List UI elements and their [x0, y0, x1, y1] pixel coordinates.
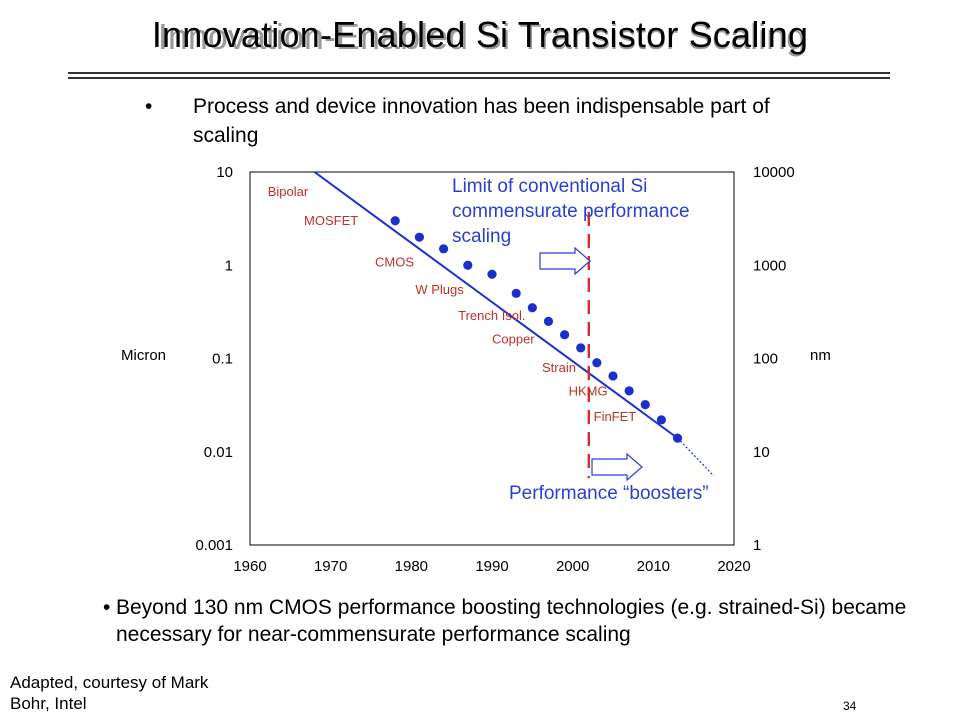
x-tick-label: 2000: [556, 558, 589, 575]
innovation-label: Bipolar: [268, 184, 309, 199]
y-left-tick-label: 0.01: [204, 444, 233, 461]
limit-annotation-line-2: commensurate performance: [452, 201, 690, 222]
y-right-tick-label: 1000: [753, 257, 786, 274]
y-right-tick-label: 1: [753, 537, 761, 554]
y-right-tick-label: 10: [753, 444, 770, 461]
bullet-symbol-2: •: [103, 596, 111, 619]
y-right-tick-label: 100: [753, 351, 778, 368]
data-point: [511, 288, 521, 298]
x-tick-label: 1970: [314, 558, 347, 575]
y-left-tick-label: 0.1: [212, 351, 233, 368]
innovation-label: CMOS: [375, 254, 414, 269]
trend-projection-line: [677, 437, 715, 477]
plot-frame: [249, 171, 735, 546]
data-point: [592, 358, 602, 368]
x-tick-label: 1990: [475, 558, 508, 575]
page-number: 34: [843, 699, 857, 713]
innovation-label: W Plugs: [415, 282, 464, 297]
limit-annotation-line-3: scaling: [452, 226, 511, 247]
boosters-arrow-icon: [591, 452, 643, 482]
innovation-label: MOSFET: [304, 213, 358, 228]
data-point: [576, 343, 586, 353]
x-tick-label: 1960: [233, 558, 266, 575]
data-point: [608, 371, 618, 381]
innovation-label: Trench Isol.: [458, 308, 525, 323]
trend-line: [313, 171, 679, 439]
data-point: [560, 330, 570, 340]
data-point: [527, 303, 537, 313]
data-point: [487, 269, 497, 279]
y-left-tick-label: 1: [225, 257, 233, 274]
data-point: [439, 244, 449, 254]
data-point: [640, 400, 650, 410]
bullet-text-2: Beyond 130 nm CMOS performance boosting …: [116, 596, 907, 646]
x-tick-label: 1980: [395, 558, 428, 575]
slide-title: Innovation-Enabled Si Transistor Scaling: [151, 14, 809, 55]
credit-text: Adapted, courtesy of Mark Bohr, Intel: [10, 673, 209, 713]
data-point: [463, 260, 473, 270]
boosters-annotation: Performance “boosters”: [509, 483, 709, 504]
x-tick-label: 2010: [637, 558, 670, 575]
data-point: [414, 232, 424, 242]
innovation-label: Strain: [542, 360, 576, 375]
y-right-axis-label: nm: [810, 347, 831, 364]
data-point: [543, 316, 554, 326]
innovation-label: Copper: [492, 331, 535, 346]
data-point: [624, 386, 634, 396]
innovation-label: FinFET: [594, 409, 637, 424]
data-point: [672, 433, 683, 443]
y-right-tick-label: 10000: [753, 164, 795, 181]
limit-arrow-icon: [539, 246, 591, 276]
data-point: [390, 216, 400, 226]
data-point: [656, 415, 667, 425]
y-left-axis-label: Micron: [121, 347, 166, 364]
bullet-symbol: •: [145, 95, 153, 118]
title-rule-bottom: [68, 77, 890, 79]
bullet-text: Process and device innovation has been i…: [193, 95, 770, 147]
y-left-tick-label: 0.001: [195, 537, 233, 554]
limit-annotation-line-1: Limit of conventional Si: [452, 176, 647, 197]
slide-title-shadow: Innovation-Enabled Si Transistor Scaling: [157, 16, 807, 57]
y-left-tick-label: 10: [216, 164, 233, 181]
title-rule-top: [68, 72, 890, 74]
x-tick-label: 2020: [717, 558, 750, 575]
